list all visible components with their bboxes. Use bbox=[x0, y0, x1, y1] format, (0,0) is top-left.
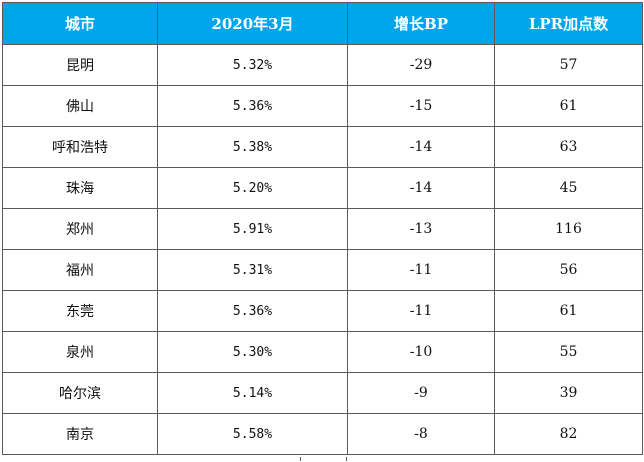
table-row: 郑州 5.91% -13 116 bbox=[2, 208, 643, 250]
city-cell: 南京 bbox=[2, 413, 158, 455]
rate-cell: 5.30% bbox=[157, 331, 348, 373]
city-cell: 哈尔滨 bbox=[2, 372, 158, 414]
table-row: 东莞 5.36% -11 61 bbox=[2, 290, 643, 332]
rate-cell: 5.91% bbox=[157, 208, 348, 250]
header-city: 城市 bbox=[2, 2, 158, 45]
lpr-spread-cell: 56 bbox=[494, 249, 643, 291]
table-row: 福州 5.31% -11 56 bbox=[2, 249, 643, 291]
lpr-spread-cell: 61 bbox=[494, 85, 643, 127]
city-cell: 泉州 bbox=[2, 331, 158, 373]
rate-cell: 5.14% bbox=[157, 372, 348, 414]
rate-cell: 5.36% bbox=[157, 290, 348, 332]
growth-bp-cell: -29 bbox=[347, 44, 495, 86]
rate-cell: 5.58% bbox=[157, 413, 348, 455]
column-tick-mark bbox=[300, 457, 301, 461]
header-row: 城市 2020年3月 增长BP LPR加点数 bbox=[2, 2, 643, 45]
city-cell: 福州 bbox=[2, 249, 158, 291]
city-cell: 郑州 bbox=[2, 208, 158, 250]
table-row: 泉州 5.30% -10 55 bbox=[2, 331, 643, 373]
mortgage-rate-table: 城市 2020年3月 增长BP LPR加点数 昆明 5.32% -29 57 佛… bbox=[2, 2, 643, 455]
growth-bp-cell: -11 bbox=[347, 290, 495, 332]
growth-bp-cell: -11 bbox=[347, 249, 495, 291]
table-row: 珠海 5.20% -14 45 bbox=[2, 167, 643, 209]
growth-bp-cell: -14 bbox=[347, 167, 495, 209]
growth-bp-cell: -15 bbox=[347, 85, 495, 127]
lpr-spread-cell: 61 bbox=[494, 290, 643, 332]
growth-bp-cell: -8 bbox=[347, 413, 495, 455]
lpr-spread-cell: 39 bbox=[494, 372, 643, 414]
header-rate-2020-03: 2020年3月 bbox=[157, 2, 348, 45]
table-row: 呼和浩特 5.38% -14 63 bbox=[2, 126, 643, 168]
growth-bp-cell: -10 bbox=[347, 331, 495, 373]
table-row: 哈尔滨 5.14% -9 39 bbox=[2, 372, 643, 414]
table-row: 昆明 5.32% -29 57 bbox=[2, 44, 643, 86]
table-row: 南京 5.58% -8 82 bbox=[2, 413, 643, 455]
header-lpr-spread: LPR加点数 bbox=[494, 2, 643, 45]
column-tick-mark bbox=[346, 457, 347, 461]
growth-bp-cell: -9 bbox=[347, 372, 495, 414]
lpr-spread-cell: 63 bbox=[494, 126, 643, 168]
city-cell: 珠海 bbox=[2, 167, 158, 209]
city-cell: 佛山 bbox=[2, 85, 158, 127]
lpr-spread-cell: 55 bbox=[494, 331, 643, 373]
rate-cell: 5.38% bbox=[157, 126, 348, 168]
city-cell: 东莞 bbox=[2, 290, 158, 332]
lpr-spread-cell: 116 bbox=[494, 208, 643, 250]
lpr-spread-cell: 57 bbox=[494, 44, 643, 86]
rate-cell: 5.20% bbox=[157, 167, 348, 209]
growth-bp-cell: -13 bbox=[347, 208, 495, 250]
city-cell: 呼和浩特 bbox=[2, 126, 158, 168]
lpr-spread-cell: 82 bbox=[494, 413, 643, 455]
rate-cell: 5.31% bbox=[157, 249, 348, 291]
lpr-spread-cell: 45 bbox=[494, 167, 643, 209]
city-cell: 昆明 bbox=[2, 44, 158, 86]
table-row: 佛山 5.36% -15 61 bbox=[2, 85, 643, 127]
rate-cell: 5.36% bbox=[157, 85, 348, 127]
growth-bp-cell: -14 bbox=[347, 126, 495, 168]
rate-cell: 5.32% bbox=[157, 44, 348, 86]
header-growth-bp: 增长BP bbox=[347, 2, 495, 45]
